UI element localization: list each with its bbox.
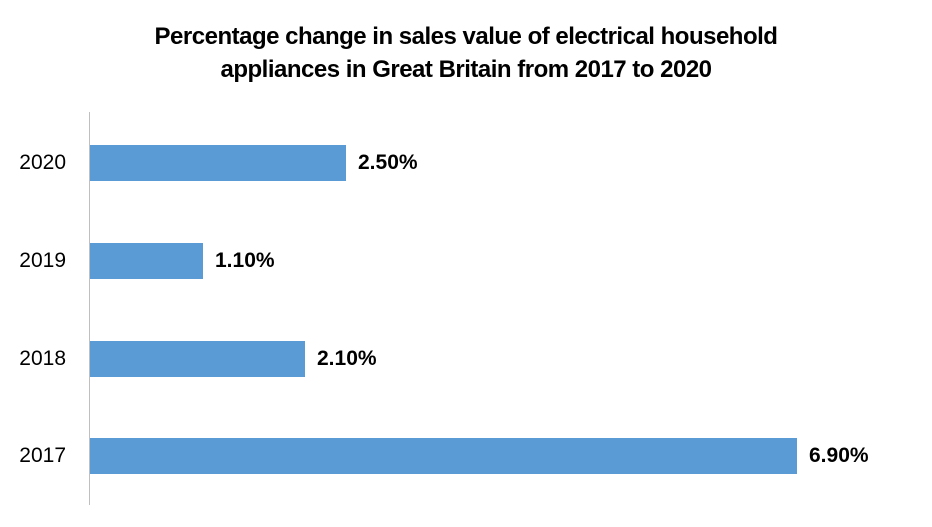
bar [90, 341, 305, 377]
value-label: 1.10% [215, 249, 275, 272]
value-label: 2.50% [358, 151, 418, 174]
category-label: 2018 [19, 347, 66, 370]
y-axis-line [89, 112, 90, 505]
chart-row: 2020 2.50% [0, 145, 418, 181]
category-label: 2017 [19, 444, 66, 467]
chart-row: 2019 1.10% [0, 243, 275, 279]
bar [90, 438, 797, 474]
chart-row: 2018 2.10% [0, 341, 377, 377]
category-label: 2020 [19, 151, 66, 174]
bar [90, 243, 203, 279]
plot-area: 2020 2.50% 2019 1.10% 2018 2.10% 2017 6.90% [0, 112, 932, 505]
category-label: 2019 [19, 249, 66, 272]
chart-row: 2017 6.90% [0, 438, 869, 474]
chart-title: Percentage change in sales value of elec… [154, 23, 778, 83]
value-label: 6.90% [809, 444, 869, 467]
bar [90, 145, 346, 181]
value-label: 2.10% [317, 347, 377, 370]
